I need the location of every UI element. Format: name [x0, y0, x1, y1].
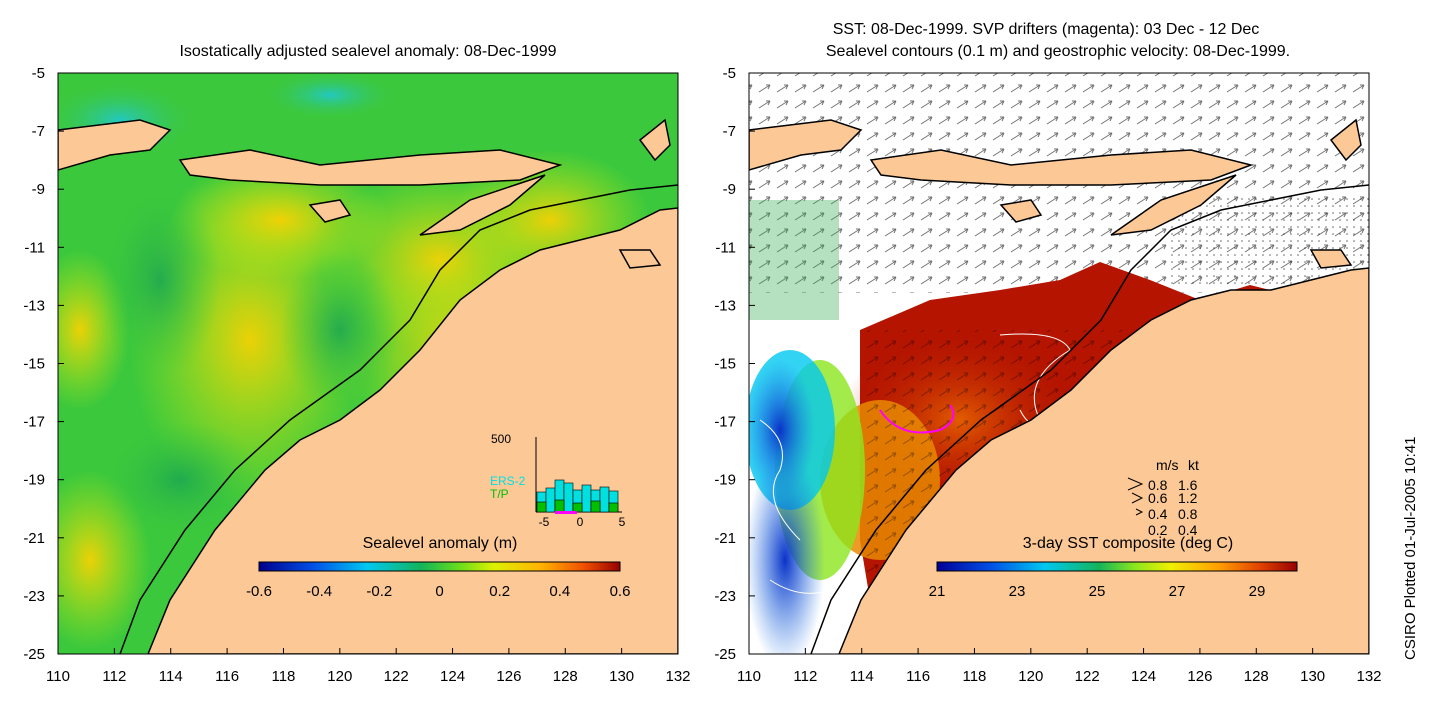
inset-x-tick-neg5: -5	[539, 515, 550, 529]
right-lat-tick-label: -19	[714, 472, 736, 489]
right-lat-tick-label: -7	[723, 123, 736, 140]
lon-tick-label: 122	[1075, 668, 1100, 685]
right-lat-tick-label: -9	[723, 181, 736, 198]
right-lat-tick-label: -15	[714, 356, 736, 373]
left-colorbar: Sealevel anomaly (m) -0.6 -0.4 -0.2 0 0.2 0.4…	[246, 535, 630, 600]
right-colorbar: 3-day SST composite (deg C) 21 23 25 27 29	[929, 535, 1298, 600]
inset-y-tick: 500	[491, 432, 511, 446]
velocity-key-ms-2: 0.4	[1148, 506, 1168, 522]
colorbar-tick-label: -0.4	[306, 583, 332, 600]
right-sst-field	[749, 73, 1369, 654]
lon-tick-label: 124	[1131, 668, 1156, 685]
lon-tick-label: 110	[46, 668, 70, 685]
left-lat-tick-label: -17	[23, 414, 45, 431]
colorbar-tick-label: 0.6	[610, 583, 631, 600]
velocity-key-header-kt: kt	[1188, 457, 1199, 473]
velocity-key-ms-3: 0.2	[1148, 522, 1168, 538]
colorbar-tick-label: 0.2	[489, 583, 510, 600]
left-lat-tick-label: -11	[24, 239, 45, 256]
lon-tick-label: 112	[102, 668, 126, 685]
lon-tick-label: 116	[215, 668, 239, 685]
right-title-line1: SST: 08-Dec-1999. SVP drifters (magenta)…	[833, 21, 1260, 38]
right-lat-axis: -5 -7 -9 -11 -13 -15 -17 -19 -21 -23 -25	[714, 65, 755, 663]
left-lon-axis: 110 112 114 116 118 120 122 124 126 128 130 132	[46, 648, 691, 685]
velocity-key-ms-0: 0.8	[1148, 477, 1168, 493]
velocity-key-kt-2: 0.8	[1178, 506, 1198, 522]
lon-tick-label: 130	[609, 668, 634, 685]
left-lat-axis: -5 -7 -9 -11 -13 -15 -17 -19 -21 -23 -25	[23, 65, 64, 663]
lon-tick-label: 120	[1018, 668, 1043, 685]
velocity-key-kt-0: 1.6	[1178, 477, 1198, 493]
velocity-key-kt-1: 1.2	[1178, 490, 1198, 506]
left-lat-tick-label: -5	[32, 65, 45, 82]
velocity-key-kt-3: 0.4	[1178, 522, 1198, 538]
right-title-line2: Sealevel contours (0.1 m) and geostrophi…	[826, 43, 1290, 60]
colorbar-tick-label: 0.4	[549, 583, 570, 600]
inset-x-tick-0: 0	[577, 515, 584, 529]
velocity-key: m/s kt 0.8 1.6 0.6 1.2 0.4 0.8 0.2 0.4	[1127, 457, 1199, 538]
right-lat-tick-label: -17	[714, 414, 736, 431]
right-lat-tick-label: -25	[714, 646, 736, 663]
left-title: Isostatically adjusted sealevel anomaly:…	[179, 43, 556, 60]
left-lat-tick-label: -9	[32, 181, 45, 198]
plot-credit-text: CSIRO Plotted 01-Jul-2005 10:41	[1402, 437, 1419, 660]
velocity-key-ms-1: 0.6	[1148, 490, 1168, 506]
inset-legend-ers2: ERS-2	[490, 474, 526, 488]
left-map: Isostatically adjusted sealevel anomaly:…	[57, 43, 679, 655]
right-lat-tick-label: -21	[714, 530, 736, 547]
track-count-inset: 500 ERS-2 T/P -5 0 5	[490, 432, 626, 529]
left-lat-tick-label: -25	[23, 646, 45, 663]
right-map: SST: 08-Dec-1999. SVP drifters (magenta)…	[748, 21, 1370, 655]
lon-tick-label: 128	[553, 668, 578, 685]
right-lon-axis: 110 112 114 116 118 120 122 124 126 128 130 132	[737, 648, 1382, 685]
colorbar-tick-label: 25	[1089, 583, 1106, 600]
right-lat-tick-label: -11	[715, 239, 736, 256]
lon-tick-label: 118	[271, 668, 295, 685]
left-lat-tick-label: -19	[23, 472, 45, 489]
velocity-key-header-ms: m/s	[1156, 457, 1179, 473]
colorbar-tick-label: 0	[435, 583, 443, 600]
colorbar-tick-label: -0.6	[246, 583, 272, 600]
lon-tick-label: 126	[496, 668, 521, 685]
lon-tick-label: 126	[1187, 668, 1212, 685]
lon-tick-label: 130	[1300, 668, 1325, 685]
left-lat-tick-label: -7	[32, 123, 45, 140]
lon-tick-label: 114	[159, 668, 183, 685]
right-lat-tick-label: -23	[714, 588, 736, 605]
left-sealevel-field	[58, 73, 678, 654]
lon-tick-label: 118	[962, 668, 986, 685]
lon-tick-label: 128	[1244, 668, 1269, 685]
lon-tick-label: 110	[737, 668, 761, 685]
left-colorbar-label: Sealevel anomaly (m)	[363, 535, 518, 552]
inset-legend-tp: T/P	[490, 487, 509, 501]
colorbar-tick-label: 23	[1009, 583, 1026, 600]
left-lat-tick-label: -21	[23, 530, 45, 547]
left-lat-tick-label: -13	[23, 297, 45, 314]
colorbar-tick-label: 29	[1249, 583, 1266, 600]
colorbar-tick-label: 21	[929, 583, 946, 600]
footer-credit: CSIRO Plotted 01-Jul-2005 10:41	[1395, 0, 1425, 720]
colorbar-tick-label: 27	[1169, 583, 1186, 600]
inset-x-tick-5: 5	[619, 515, 626, 529]
right-lat-tick-label: -5	[723, 65, 736, 82]
colorbar-tick-label: -0.2	[366, 583, 392, 600]
right-lat-tick-label: -13	[714, 297, 736, 314]
left-lat-tick-label: -23	[23, 588, 45, 605]
right-colorbar-label: 3-day SST composite (deg C)	[1023, 535, 1233, 552]
lon-tick-label: 112	[793, 668, 817, 685]
lon-tick-label: 132	[665, 668, 690, 685]
lon-tick-label: 124	[440, 668, 465, 685]
lon-tick-label: 132	[1356, 668, 1381, 685]
lon-tick-label: 122	[384, 668, 409, 685]
lon-tick-label: 116	[906, 668, 930, 685]
left-lat-tick-label: -15	[23, 356, 45, 373]
lon-tick-label: 114	[850, 668, 874, 685]
lon-tick-label: 120	[327, 668, 352, 685]
